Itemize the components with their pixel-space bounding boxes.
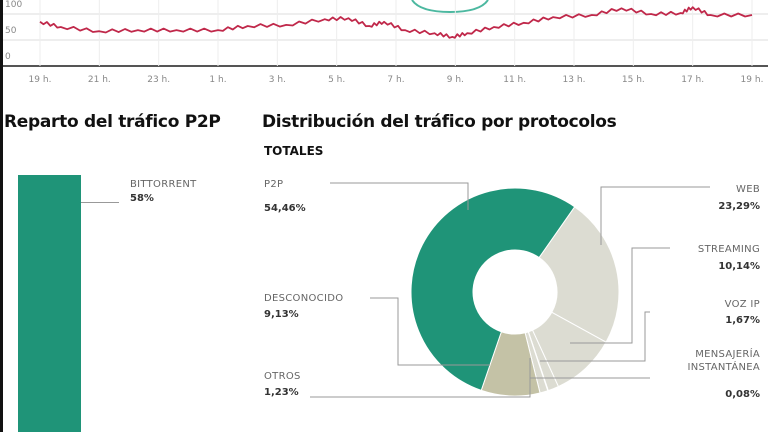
left-border [0, 0, 3, 432]
x-tick-label: 1 h. [209, 75, 226, 85]
mensajeria-label: MENSAJERÍA INSTANTÁNEA [687, 349, 760, 373]
x-tick-label: 21 h. [88, 75, 111, 85]
donut-slice-desconocido [480, 331, 541, 397]
donut-slice-streaming [531, 311, 607, 388]
teal-circle-fragment [411, 0, 489, 14]
donut-slice-otros [524, 331, 549, 394]
x-tick-label: 3 h. [269, 75, 286, 85]
p2p-label: P2P [264, 179, 284, 190]
x-tick-label: 23 h. [147, 75, 170, 85]
voz-ip-label: VOZ IP [724, 299, 760, 310]
x-tick-label: 5 h. [328, 75, 345, 85]
y-tick-label: 100 [5, 0, 22, 10]
otros-value: 1,23% [264, 387, 299, 398]
x-tick-label: 7 h. [387, 75, 404, 85]
x-tick-label: 9 h. [447, 75, 464, 85]
traffic-series-line [39, 6, 753, 39]
web-value: 23,29% [718, 201, 760, 212]
desconocido-value: 9,13% [264, 309, 299, 320]
p2p-section-title: Reparto del tráfico P2P [4, 112, 221, 132]
bittorrent-leader [81, 202, 119, 203]
traffic-line-chart: 100 50 0 19 h. 21 h. 23 h. 1 h. 3 h. 5 h. 7 h. 9 … [3, 0, 768, 85]
mensajeria-value: 0,08% [725, 389, 760, 400]
x-tick-label: 11 h. [503, 75, 526, 85]
bittorrent-label: BITTORRENT [130, 179, 197, 190]
p2p-value: 54,46% [264, 203, 306, 214]
donut-slice-web [538, 206, 620, 343]
otros-label: OTROS [264, 371, 301, 382]
bittorrent-value: 58% [130, 193, 154, 204]
donut-slice-mensajer-a-instant-nea [527, 331, 549, 392]
bittorrent-bar [18, 175, 81, 432]
x-tick-label: 15 h. [622, 75, 645, 85]
desconocido-label: DESCONOCIDO [264, 293, 344, 304]
voz-ip-value: 1,67% [725, 315, 760, 326]
x-tick-label: 19 h. [741, 75, 764, 85]
x-tick-label: 19 h. [29, 75, 52, 85]
donut-slice-p2p [410, 187, 576, 392]
streaming-value: 10,14% [718, 261, 760, 272]
protocol-section-title: Distribución del tráfico por protocolos [262, 112, 617, 132]
donut-slice-voz-ip [527, 329, 560, 392]
web-label: WEB [736, 184, 760, 195]
y-tick-label: 50 [5, 26, 17, 36]
totals-subtitle: TOTALES [264, 144, 324, 158]
x-tick-label: 17 h. [681, 75, 704, 85]
x-tick-label: 13 h. [563, 75, 586, 85]
streaming-label: STREAMING [697, 244, 760, 255]
y-tick-label: 0 [5, 52, 11, 62]
